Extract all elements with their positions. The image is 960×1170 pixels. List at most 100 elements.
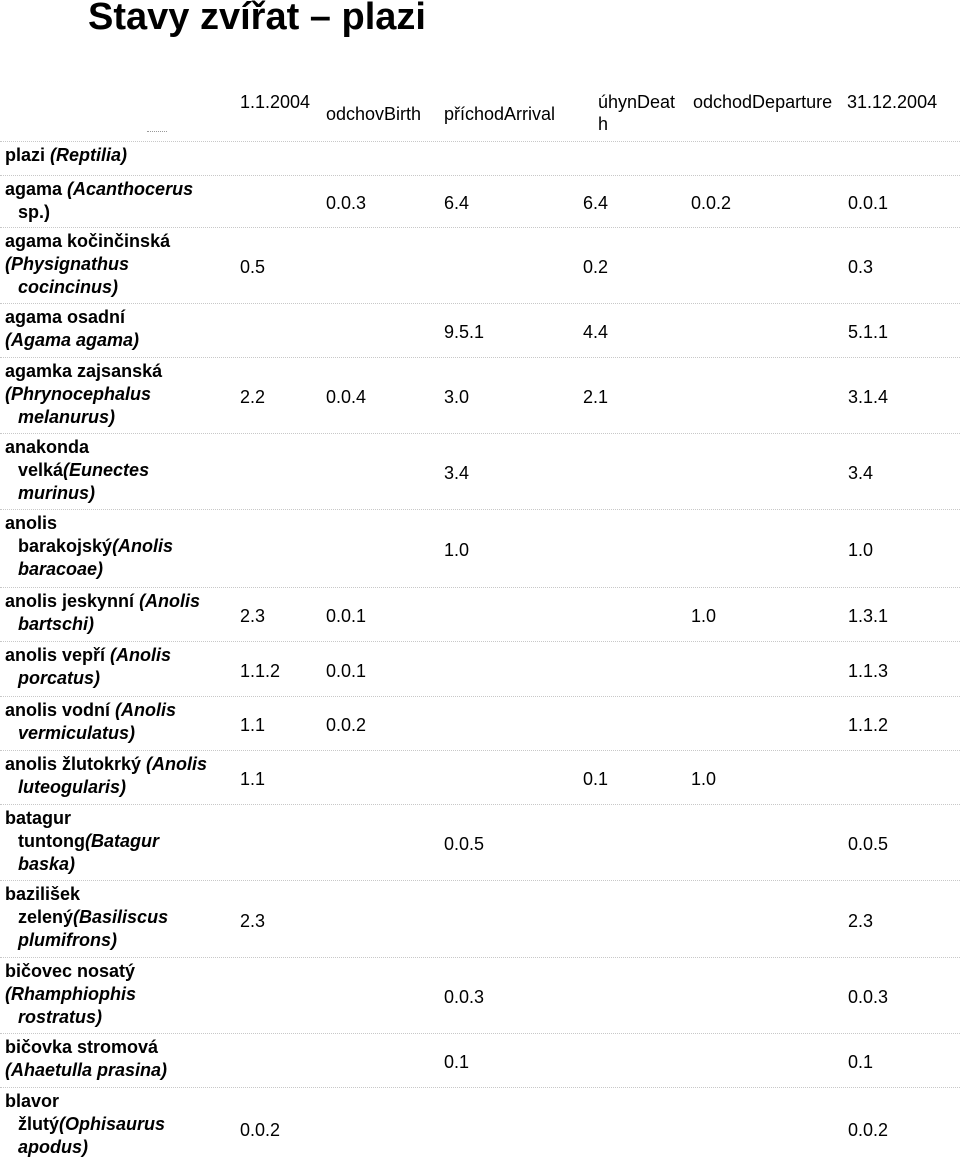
species-name-line: (Phrynocephalus [5,384,152,404]
species-name-line: agama osadní [5,307,126,327]
species-name-line: bazilišek [5,884,81,904]
page-title: Stavy zvířat – plazi [88,0,426,38]
species-name-line: tuntong(Batagur [18,831,159,851]
cell-arrival: 6.4 [444,193,470,213]
species-name-line: blavor [5,1091,60,1111]
species-name-line: batagur [5,808,72,828]
cell-death: 0.2 [583,257,609,277]
species-name-line: žlutý(Ophisaurus [18,1114,166,1134]
species-name-line: apodus) [18,1137,88,1157]
header-arrival: příchodArrival [444,104,556,124]
species-name-line: bičovec nosatý [5,961,136,981]
header-divider [147,131,167,132]
table-row: plazi (Reptilia) [0,141,960,176]
table-row: bičovka stromová (Ahaetulla prasina) 0.1 0.… [0,1033,960,1088]
species-name-line: sp.) [18,202,51,222]
table-row: agamka zajsanská (Phrynocephalus melanurus… [0,357,960,434]
species-name-line: agamka zajsanská [5,361,163,381]
species-name-line: agama kočinčinská [5,231,171,251]
species-name-line: (Ahaetulla prasina) [5,1060,168,1080]
cell-end: 1.0 [848,540,874,560]
cell-arrival: 9.5.1 [444,322,485,342]
cell-start: 1.1.2 [240,661,281,681]
species-name-line: rostratus) [18,1007,103,1027]
table-row: anolis vepří (Anolis porcatus) 1.1.2 0.0.1 1… [0,641,960,697]
table-row: anolis barakojský(Anolis baracoae) 1.0 1.0 [0,509,960,588]
species-name-line: (Agama agama) [5,330,140,350]
cell-arrival: 3.0 [444,387,470,407]
table-row: bazilišek zelený(Basiliscus plumifrons) 2.3… [0,880,960,958]
cell-arrival: 3.4 [444,463,470,483]
cell-end: 3.4 [848,463,874,483]
header-departure: odchodDeparture [693,92,833,112]
species-name: agama (Acanthocerus sp.) [5,178,231,224]
species-name: anolis vepří (Anolis porcatus) [5,644,231,690]
species-name: blavor žlutý(Ophisaurus apodus) [5,1090,231,1159]
species-name-line: (Rhamphiophis [5,984,136,1004]
cell-arrival: 0.0.3 [444,987,485,1007]
species-name-line: plumifrons) [18,930,117,950]
cell-end: 0.3 [848,257,874,277]
cell-start: 1.1 [240,715,266,735]
table-row: blavor žlutý(Ophisaurus apodus) 0.0.2 0.0.2 [0,1087,960,1170]
cell-start: 2.3 [240,911,266,931]
species-name-line: cocincinus) [18,277,119,297]
species-name-line: anolis vepří (Anolis [5,645,172,665]
species-name-line: anolis vodní (Anolis [5,700,177,720]
cell-death: 2.1 [583,387,609,407]
cell-birth: 0.0.3 [326,193,367,213]
species-name: anolis barakojský(Anolis baracoae) [5,512,231,581]
species-name: agama osadní (Agama agama) [5,306,231,352]
species-name-line: luteogularis) [18,777,127,797]
species-name-line: baracoae) [18,559,104,579]
species-name: anakonda velká(Eunectes murinus) [5,436,231,505]
cell-end: 5.1.1 [848,322,889,342]
cell-departure: 0.0.2 [691,193,732,213]
species-name-line: velká(Eunectes [18,460,150,480]
cell-end: 1.1.2 [848,715,889,735]
species-name: anolis žlutokrký (Anolis luteogularis) [5,753,231,799]
species-name: bičovec nosatý (Rhamphiophis rostratus) [5,960,231,1029]
cell-arrival: 0.0.5 [444,834,485,854]
cell-end: 0.0.2 [848,1120,889,1140]
cell-start: 1.1 [240,769,266,789]
header-end: 31.12.2004 [847,92,938,112]
cell-start: 0.0.2 [240,1120,281,1140]
species-name: bazilišek zelený(Basiliscus plumifrons) [5,883,231,952]
table-row: anolis žlutokrký (Anolis luteogularis) 1.1… [0,750,960,805]
species-name-line: barakojský(Anolis [18,536,174,556]
cell-start: 0.5 [240,257,266,277]
cell-birth: 0.0.1 [326,661,367,681]
header-birth: odchovBirth [326,104,422,124]
table-row: agama (Acanthocerus sp.) 0.0.3 6.4 6.4 0.0.2 0… [0,175,960,228]
species-name-line: plazi (Reptilia) [5,145,128,165]
species-name: anolis jeskynní (Anolis bartschi) [5,590,231,636]
cell-end: 0.1 [848,1052,874,1072]
species-name-line: bartschi) [18,614,95,634]
species-name-line: anolis žlutokrký (Anolis [5,754,208,774]
table-row: anolis vodní (Anolis vermiculatus) 1.1 0.0.… [0,696,960,751]
cell-end: 3.1.4 [848,387,889,407]
species-name: anolis vodní (Anolis vermiculatus) [5,699,231,745]
species-name: bičovka stromová (Ahaetulla prasina) [5,1036,231,1082]
cell-end: 0.0.5 [848,834,889,854]
species-name-line: anolis jeskynní (Anolis [5,591,201,611]
species-name-line: agama (Acanthocerus [5,179,194,199]
species-name-line: melanurus) [18,407,116,427]
cell-end: 1.1.3 [848,661,889,681]
cell-arrival: 0.1 [444,1052,470,1072]
cell-end: 1.3.1 [848,606,889,626]
table-row: agama kočinčinská (Physignathus cocincinus… [0,227,960,304]
table-row: anolis jeskynní (Anolis bartschi) 2.3 0.0.1… [0,587,960,642]
cell-death: 4.4 [583,322,609,342]
table-row: agama osadní (Agama agama) 9.5.1 4.4 5.1.1 [0,303,960,358]
cell-birth: 0.0.1 [326,606,367,626]
cell-birth: 0.0.4 [326,387,367,407]
table-row: batagur tuntong(Batagur baska) 0.0.5 0.0.5 [0,804,960,881]
table-row: bičovec nosatý (Rhamphiophis rostratus) 0.0… [0,957,960,1034]
species-name-line: porcatus) [18,668,101,688]
header-death: úhynDeath [598,92,676,134]
cell-end: 0.0.1 [848,193,889,213]
cell-start: 2.3 [240,606,266,626]
species-name-line: murinus) [18,483,96,503]
